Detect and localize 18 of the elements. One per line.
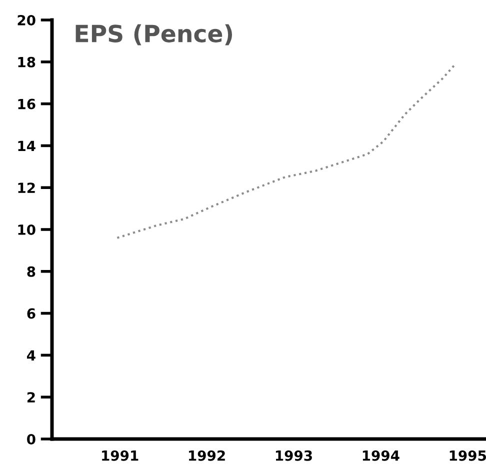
x-tick-label: 1992 — [189, 450, 225, 461]
y-tick-label: 0 — [27, 434, 36, 444]
x-tick-label: 1991 — [102, 450, 138, 461]
y-tick-label: 10 — [18, 224, 36, 235]
x-tick-label: 1994 — [362, 450, 400, 461]
y-tick-label: 2 — [27, 392, 35, 402]
x-tick-label: 1995 — [450, 450, 486, 461]
y-tick-label: 12 — [18, 182, 35, 193]
y-tick-label: 16 — [18, 98, 36, 110]
y-tick-label: 6 — [27, 308, 36, 319]
y-tick-label: 14 — [18, 140, 36, 151]
x-tick-label: 1993 — [276, 450, 312, 461]
y-tick-label: 20 — [18, 14, 36, 26]
chart-title: EPS (Pence) — [76, 24, 232, 46]
y-tick-label: 18 — [18, 56, 36, 68]
y-tick-label: 4 — [26, 350, 36, 360]
line-series — [116, 62, 456, 239]
y-tick-label: 8 — [27, 266, 36, 277]
